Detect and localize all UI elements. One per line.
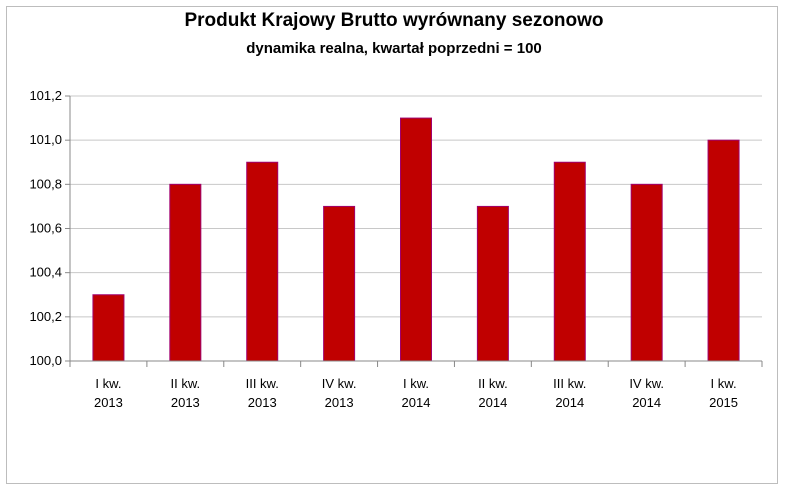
x-tick-label-line: 2013 (171, 395, 200, 410)
x-tick-label: III kw. 2013 (246, 376, 279, 410)
y-tick-label: 101,2 (29, 88, 62, 103)
chart-title: Produkt Krajowy Brutto wyrównany sezonow… (184, 10, 604, 31)
x-tick-label: IV kw. 2013 (322, 376, 357, 410)
x-tick-label-line: 2013 (325, 395, 354, 410)
x-tick-label: II kw. 2014 (478, 376, 508, 410)
bar (707, 139, 740, 362)
y-tick-label: 100,6 (29, 221, 62, 236)
bar (630, 183, 663, 362)
bar (323, 205, 356, 362)
x-tick-label-line: II kw. (478, 376, 508, 391)
x-tick-label: II kw. 2013 (171, 376, 201, 410)
x-tick-label-line: III kw. (246, 376, 279, 391)
x-tick-label-line: I kw. (95, 376, 121, 391)
x-tick-label-line: 2014 (402, 395, 431, 410)
y-tick-label: 100,4 (29, 265, 62, 280)
x-tick-label: I kw. 2014 (402, 376, 431, 410)
bar (169, 183, 202, 362)
y-tick-label: 101,0 (29, 132, 62, 147)
x-tick-label-line: IV kw. (629, 376, 664, 391)
x-axis: I kw. 2013 II kw. 2013 III kw. 2013 IV kw. 2013… (69, 360, 763, 410)
x-tick-label-line: I kw. (403, 376, 429, 391)
bar (246, 161, 279, 362)
x-tick-label-line: 2013 (248, 395, 277, 410)
x-tick-label-line: 2013 (94, 395, 123, 410)
x-tick-label: III kw. 2014 (553, 376, 586, 410)
y-tick-label: 100,2 (29, 309, 62, 324)
y-axis: 100,0 100,2 100,4 100,6 100,8 101,0 101,2 (29, 88, 71, 368)
x-tick-label: I kw. 2015 (709, 376, 738, 410)
x-tick-label-line: 2014 (555, 395, 584, 410)
chart-subtitle: dynamika realna, kwartał poprzedni = 100 (246, 40, 542, 57)
x-tick-label-line: I kw. (711, 376, 737, 391)
bar (92, 294, 125, 362)
bar (400, 117, 432, 362)
bar (476, 205, 509, 362)
x-tick-label-line: 2015 (709, 395, 738, 410)
x-tick-label-line: 2014 (478, 395, 507, 410)
bar (553, 161, 586, 362)
x-tick-label: IV kw. 2014 (629, 376, 664, 410)
x-tick-label-line: IV kw. (322, 376, 357, 391)
y-tick-label: 100,0 (29, 353, 62, 368)
x-tick-label-line: III kw. (553, 376, 586, 391)
x-tick-label-line: II kw. (171, 376, 201, 391)
bars (92, 117, 740, 362)
x-tick-label: I kw. 2013 (94, 376, 123, 410)
x-tick-label-line: 2014 (632, 395, 661, 410)
y-tick-label: 100,8 (29, 176, 62, 191)
